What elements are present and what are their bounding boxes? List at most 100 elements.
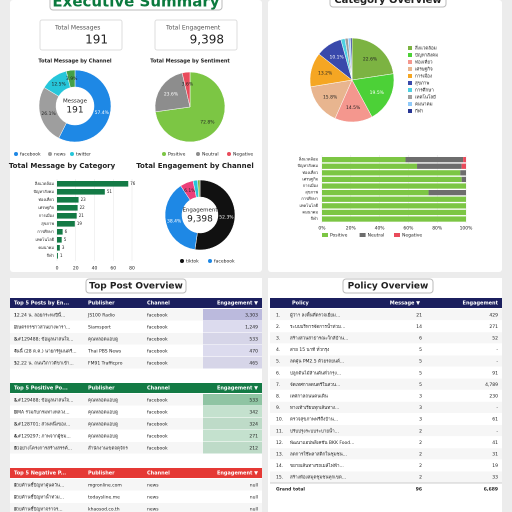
row-number: 3. bbox=[14, 337, 18, 343]
data-label: 1 bbox=[60, 253, 63, 258]
row-number: 7. bbox=[276, 382, 280, 388]
cell: facebook bbox=[147, 398, 168, 404]
row-number: 2. bbox=[14, 325, 18, 331]
x-tick-label: 60 bbox=[110, 266, 116, 272]
bar-segment bbox=[417, 163, 462, 169]
legend-swatch bbox=[408, 88, 412, 92]
heat-cell bbox=[203, 418, 262, 430]
row-number: 9. bbox=[276, 405, 280, 411]
row-number: 11. bbox=[276, 428, 283, 434]
cell: news bbox=[147, 496, 159, 501]
cell: 470 bbox=[249, 349, 258, 355]
column-header: Engagement ▼ bbox=[217, 301, 258, 307]
row-number: 3. bbox=[276, 336, 280, 342]
data-label: 51 bbox=[107, 189, 113, 194]
table-row bbox=[10, 321, 262, 333]
column-header: Message ▼ bbox=[390, 301, 420, 307]
y-tick-label: การเมือง bbox=[303, 183, 318, 188]
kpi-card bbox=[154, 19, 238, 51]
row-number: 5. bbox=[14, 361, 18, 367]
row-number: 1. bbox=[14, 483, 18, 489]
cell: 533 bbox=[249, 398, 258, 404]
bar-segment bbox=[322, 216, 466, 222]
table-row bbox=[270, 343, 502, 355]
y-tick-label: ท่องเที่ยว bbox=[38, 197, 54, 202]
cell: ทางเท้าเรียบทุกเส้นทาง... bbox=[290, 405, 339, 411]
y-tick-label: การศึกษา bbox=[301, 196, 318, 201]
kpi-value: 191 bbox=[85, 33, 108, 47]
legend-label: news bbox=[54, 153, 66, 158]
table-row bbox=[10, 345, 262, 357]
cell: พัฒนาแอปพลิเคชัน BKK Food... bbox=[290, 440, 354, 446]
chart-title: Total Message by Category bbox=[9, 162, 116, 170]
cell: 271 bbox=[489, 324, 498, 330]
row-number: 1. bbox=[14, 313, 18, 319]
legend-label: คมนาคม bbox=[415, 103, 433, 108]
legend-label: Neutral bbox=[368, 233, 385, 239]
slice-label: 3.9% bbox=[66, 76, 78, 82]
bar-segment bbox=[461, 176, 466, 183]
bar bbox=[57, 237, 62, 243]
bar-segment bbox=[322, 157, 406, 163]
legend-label: การเมือง bbox=[415, 73, 432, 80]
cell: 324 bbox=[249, 422, 258, 428]
bar-segment bbox=[322, 190, 429, 196]
slice bbox=[164, 185, 198, 250]
heat-cell bbox=[203, 406, 262, 418]
row-number: 8. bbox=[276, 394, 280, 400]
y-tick-label: ท่องเที่ยว bbox=[302, 170, 318, 175]
bar bbox=[57, 245, 60, 251]
legend-swatch bbox=[408, 46, 412, 50]
table-row bbox=[270, 309, 502, 321]
legend-label: การศึกษา bbox=[415, 88, 434, 94]
cell: เทศกาลถนนคนเดิน bbox=[290, 394, 328, 400]
slice bbox=[181, 71, 191, 108]
cell: ฝ่ายค้านชี้ปัญหาฝุ่นควัน... bbox=[14, 482, 64, 489]
slice-label: 38.4% bbox=[167, 218, 182, 224]
y-tick-label: สิ่งแวดล้อม bbox=[298, 157, 318, 162]
y-tick-label: กีฬา bbox=[310, 216, 318, 221]
column-header: Publisher bbox=[88, 471, 115, 477]
y-tick-label: เศรษฐกิจ bbox=[302, 176, 318, 181]
slice-label: 10.1% bbox=[329, 54, 344, 60]
y-tick-label: เทคโนโลยี bbox=[35, 237, 54, 242]
table-row bbox=[270, 413, 502, 425]
cell: ฝ่ายค้านชี้ปัญหาจราจร... bbox=[14, 506, 63, 512]
slice-label: 6.1% bbox=[184, 188, 196, 194]
slice-label: 26.1% bbox=[41, 111, 56, 117]
row-number: 4. bbox=[14, 434, 18, 440]
heat-cell bbox=[203, 333, 262, 345]
cell: คุณหลอดแอบดู bbox=[88, 399, 118, 404]
cell: 465 bbox=[249, 361, 258, 367]
x-tick-label: 100% bbox=[460, 226, 474, 232]
cell: todaysline.me bbox=[88, 495, 120, 501]
row-number: 14. bbox=[276, 463, 283, 469]
cell: 6 bbox=[419, 336, 422, 342]
cell: 12.22 น. ถนนวิภาวดีขาเข้า... bbox=[14, 361, 74, 367]
cell: news bbox=[147, 508, 159, 512]
row-number: 6. bbox=[276, 370, 280, 376]
data-label: 23 bbox=[81, 197, 87, 202]
legend-label: Neutral bbox=[202, 152, 219, 158]
cell: khaosod.co.th bbox=[88, 507, 120, 512]
cell: facebook bbox=[147, 410, 168, 416]
cell: คุณหลอดแอบดู bbox=[88, 435, 118, 440]
title-box bbox=[329, 0, 447, 8]
slice-label: 15.8% bbox=[323, 94, 338, 100]
cell: ผู้ว่าฯ ลงพื้นที่ตรวจเยี่ยม... bbox=[290, 311, 340, 318]
slice bbox=[197, 179, 201, 198]
legend-swatch bbox=[408, 67, 412, 71]
cell: Siamsport bbox=[88, 325, 111, 331]
table-row bbox=[10, 406, 262, 418]
cell: facebook bbox=[147, 337, 168, 343]
row-number: 3. bbox=[14, 507, 18, 512]
heat-cell bbox=[203, 345, 262, 357]
cell: 52 bbox=[492, 336, 498, 342]
cell: ตรวจสุขภาพฟรีถึงบ้าน... bbox=[290, 417, 338, 423]
cell: 230 bbox=[489, 394, 498, 400]
y-tick-label: เทคโนโลยี bbox=[299, 203, 318, 208]
data-label: 6 bbox=[65, 229, 68, 234]
column-header: Channel bbox=[147, 471, 170, 477]
legend-label: facebook bbox=[20, 152, 41, 158]
